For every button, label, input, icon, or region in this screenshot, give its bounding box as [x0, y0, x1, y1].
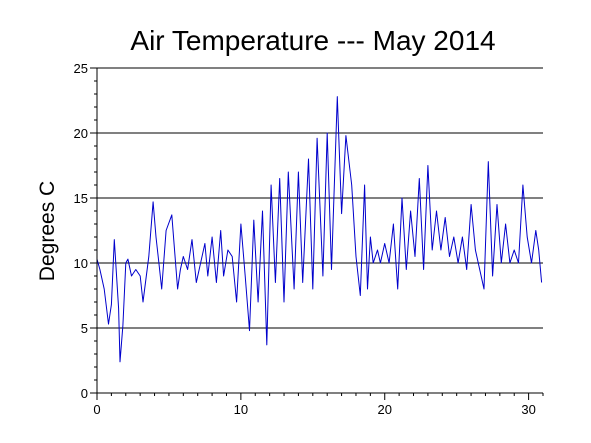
y-tick-label: 10 [74, 256, 88, 271]
y-tick-label: 20 [74, 126, 88, 141]
x-tick-label: 0 [93, 402, 100, 417]
x-tick-label: 30 [521, 402, 535, 417]
x-tick-label: 10 [234, 402, 248, 417]
y-tick-label: 15 [74, 191, 88, 206]
y-tick-label: 25 [74, 61, 88, 76]
x-tick-label: 20 [378, 402, 392, 417]
series-line [96, 96, 543, 363]
x-axis-ticks: 0 10 20 30 [93, 393, 544, 417]
y-axis-ticks: 0 5 10 15 20 25 [74, 61, 97, 401]
chart-title: Air Temperature --- May 2014 [130, 25, 495, 56]
data-series [96, 96, 543, 363]
y-axis-label: Degrees C [36, 181, 59, 281]
y-tick-label: 5 [81, 321, 88, 336]
y-tick-label: 0 [81, 386, 88, 401]
